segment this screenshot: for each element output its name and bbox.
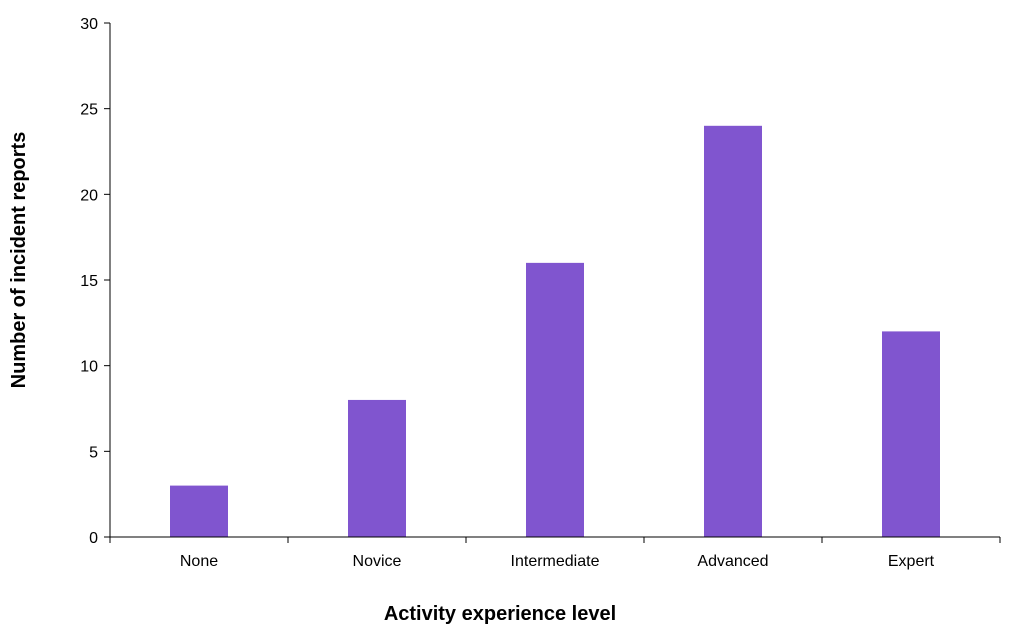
bar-intermediate bbox=[526, 262, 584, 537]
y-tick-label: 30 bbox=[80, 16, 98, 33]
x-ticks-group: None Novice Intermediate Advanced Expert bbox=[109, 537, 1001, 570]
x-tick-label: Intermediate bbox=[511, 553, 600, 570]
x-tick-label: Advanced bbox=[697, 553, 768, 570]
x-axis-title: Activity experience level bbox=[384, 603, 616, 625]
bar-novice bbox=[348, 399, 406, 537]
x-tick-label: None bbox=[180, 553, 218, 570]
bars-group bbox=[170, 125, 940, 538]
y-ticks-group: 0 5 10 15 20 25 30 bbox=[80, 16, 110, 547]
y-tick-label: 0 bbox=[89, 530, 98, 547]
y-axis-title: Number of incident reports bbox=[8, 132, 30, 389]
x-tick-label: Novice bbox=[353, 553, 402, 570]
x-tick-label: Expert bbox=[888, 553, 935, 570]
y-tick-label: 25 bbox=[80, 102, 98, 119]
bar-advanced bbox=[704, 125, 762, 538]
y-tick-label: 20 bbox=[80, 187, 98, 204]
y-tick-label: 5 bbox=[89, 444, 98, 461]
bar-expert bbox=[882, 331, 940, 537]
y-tick-label: 10 bbox=[80, 359, 98, 376]
y-tick-label: 15 bbox=[80, 273, 98, 290]
bar-none bbox=[170, 485, 228, 537]
